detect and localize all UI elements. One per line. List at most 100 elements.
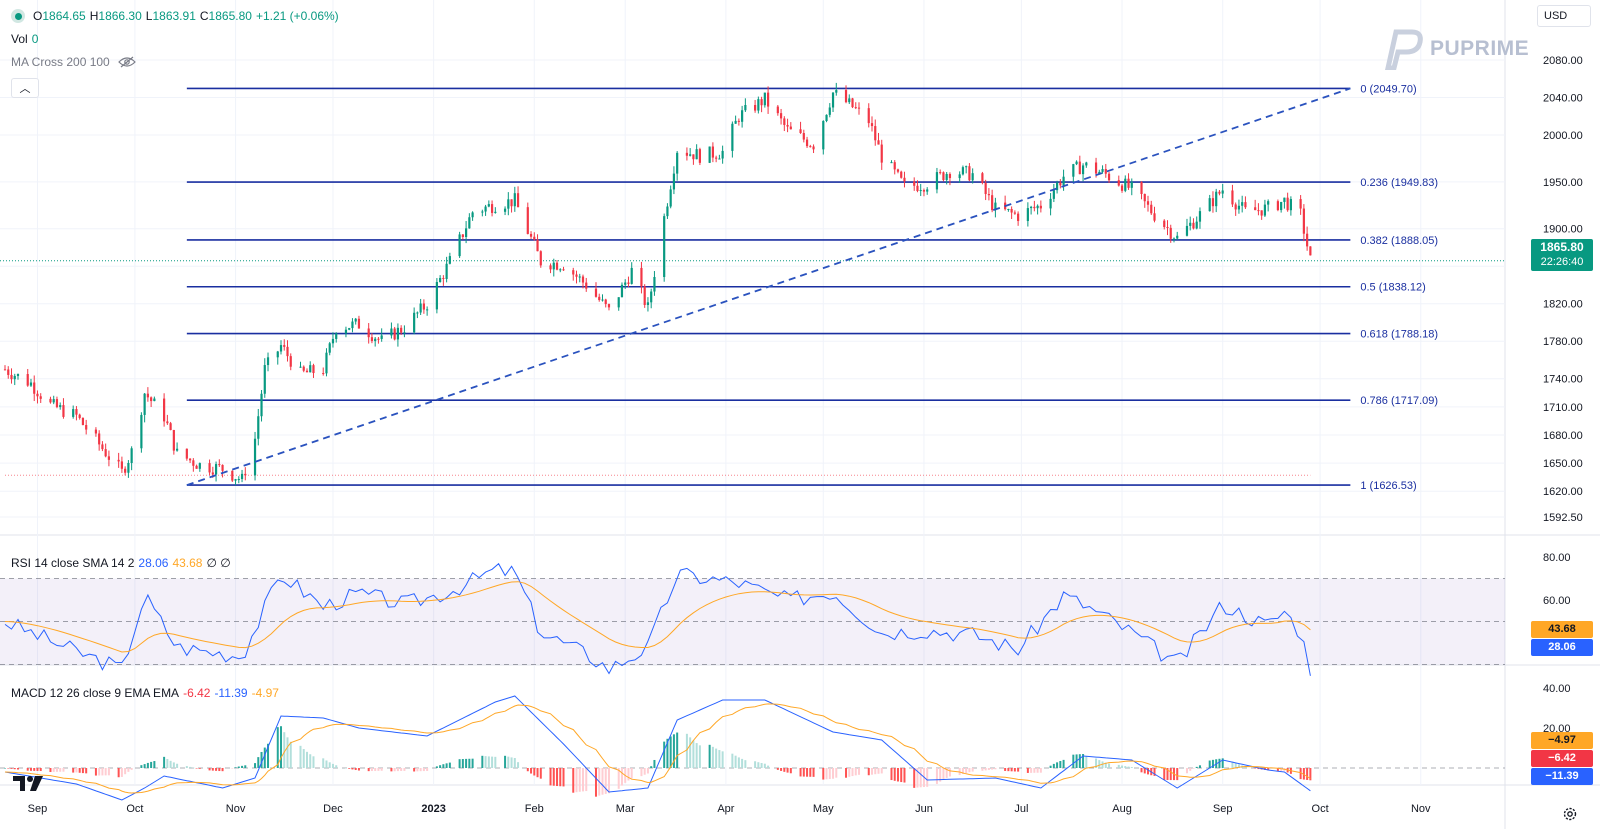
macd-histogram-bar [1280, 768, 1283, 771]
fib-level-label[interactable]: 0.236 (1949.83) [1360, 177, 1438, 189]
candle-body [779, 113, 783, 119]
macd-histogram-bar [669, 736, 672, 768]
candle-body [471, 212, 474, 218]
macd-histogram-bar [786, 768, 789, 773]
chevron-up-icon: ︿ [19, 83, 31, 95]
macd-histogram-bar [176, 763, 179, 768]
candle-body [400, 327, 403, 333]
rsi-tick-label: 60.00 [1543, 595, 1571, 607]
rsi-legend[interactable]: RSI 14 close SMA 14 2 28.06 43.68 ∅ ∅ [11, 556, 231, 570]
candle-body [1049, 198, 1052, 209]
macd-histogram-bar [1127, 766, 1130, 768]
candle-body [510, 199, 513, 207]
candle-body [1101, 169, 1104, 172]
fib-level-label[interactable]: 1 (1626.53) [1360, 480, 1416, 492]
ma-cross-legend[interactable]: MA Cross 200 100 [11, 55, 136, 69]
fib-level-label[interactable]: 0.5 (1838.12) [1360, 282, 1425, 294]
candle-body [672, 173, 676, 190]
macd-histogram-bar [939, 768, 942, 782]
candle-body [789, 126, 792, 130]
candle-body [965, 166, 968, 168]
time-tick-label: May [813, 803, 834, 815]
candle-body [880, 144, 883, 163]
candle-body [536, 239, 539, 252]
macd-histogram-bar [471, 758, 474, 768]
bar-countdown: 22:26:40 [1540, 256, 1584, 268]
candle-body [926, 189, 929, 192]
macd-histogram-bar [640, 768, 643, 777]
fib-level-label[interactable]: 0.382 (1888.05) [1360, 235, 1438, 247]
macd-histogram-bar [468, 758, 471, 768]
gear-icon[interactable] [1562, 806, 1578, 822]
macd-histogram-bar [1221, 758, 1224, 768]
macd-histogram-bar [396, 768, 399, 772]
candle-body [208, 463, 211, 473]
candle-body [33, 382, 36, 394]
macd-histogram-bar [692, 740, 695, 768]
macd-histogram-bar [552, 768, 555, 786]
candle-body [1127, 178, 1130, 188]
trendline[interactable] [186, 87, 1351, 486]
candle-body [757, 99, 760, 111]
candle-body [948, 174, 952, 179]
macd-histogram-bar [1267, 768, 1270, 771]
time-axis[interactable]: Sep Oct Nov Dec 2023 Feb Mar Apr May Jun Jul Aug Sep… [28, 803, 1431, 815]
macd-histogram-bar [445, 763, 448, 768]
candle-body [1280, 201, 1283, 211]
candle-body [1198, 211, 1202, 222]
ohlc-open: O1864.65 [33, 9, 86, 23]
collapse-legend-button[interactable]: ︿ [11, 78, 39, 98]
candle-body [16, 374, 20, 376]
candle-body [1094, 162, 1098, 174]
currency-selector[interactable]: USD [1537, 5, 1591, 27]
macd-histogram-bar [721, 751, 724, 768]
candle-body [367, 328, 370, 338]
eye-hidden-icon[interactable] [117, 56, 136, 68]
fib-level-label[interactable]: 0 (2049.70) [1360, 83, 1416, 95]
macd-histogram-bar [237, 766, 240, 768]
ohlc-high: H1866.30 [89, 9, 142, 23]
candle-body [578, 276, 581, 278]
candle-body [124, 468, 127, 473]
candle-body [581, 276, 585, 283]
macd-histogram-bar [117, 768, 120, 778]
candle-body [617, 297, 620, 308]
fib-level-label[interactable]: 0.786 (1717.09) [1360, 395, 1438, 407]
candle-body [854, 107, 857, 109]
volume-legend[interactable]: Vol 0 [11, 32, 38, 46]
candle-body [221, 464, 224, 471]
macd-histogram-bar [260, 751, 263, 768]
candle-body [867, 108, 870, 124]
macd-histogram-bar [254, 763, 257, 768]
macd-histogram-bar [208, 768, 211, 771]
candle-body [172, 430, 175, 451]
macd-histogram-bar [984, 768, 987, 771]
macd-histogram-bar [832, 768, 835, 779]
candle-body [458, 234, 461, 257]
candle-body [715, 157, 718, 159]
candle-body [916, 185, 919, 192]
macd-histogram-bar [744, 760, 747, 768]
macd-histogram-bar [867, 768, 870, 776]
candle-body [299, 366, 302, 368]
fib-level-label[interactable]: 0.618 (1788.18) [1360, 329, 1438, 341]
macd-histogram-bar [7, 768, 10, 769]
macd-histogram-bar [169, 760, 172, 768]
macd-histogram-bar [1078, 754, 1081, 768]
fibonacci-retracement[interactable]: 0 (2049.70) 0.236 (1949.83) 0.382 (1888.05… [0, 83, 1505, 492]
macd-histogram-bar [26, 768, 29, 771]
price-axis[interactable]: 2080.002040.002000.001950.001900.001860.… [1543, 55, 1583, 735]
macd-histogram-bar [604, 768, 607, 794]
macd-histogram-bar [280, 726, 283, 768]
macd-legend[interactable]: MACD 12 26 close 9 EMA EMA -6.42 -11.39 … [11, 686, 279, 700]
candle-body [461, 234, 464, 238]
candle-body [442, 277, 445, 279]
macd-histogram-bar [257, 757, 260, 768]
macd-label: MACD 12 26 close 9 EMA EMA [11, 686, 180, 700]
macd-histogram-bar [400, 768, 403, 771]
tradingview-logo-icon[interactable] [13, 774, 45, 792]
candle-body [1218, 191, 1221, 194]
macd-histogram-bar [426, 768, 429, 771]
macd-histogram-bar [143, 764, 146, 768]
